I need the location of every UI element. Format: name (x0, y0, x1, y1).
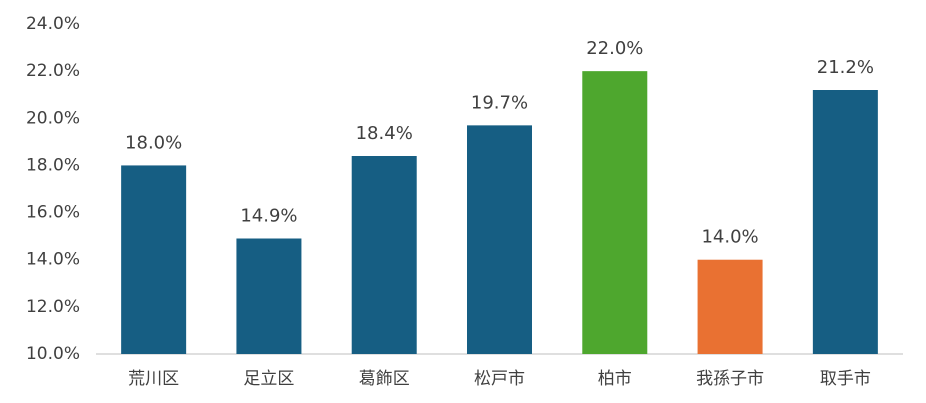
bar (467, 125, 532, 354)
x-tick-label: 柏市 (598, 369, 632, 389)
bar (697, 259, 763, 354)
bar (582, 71, 648, 355)
x-tick-label: 葛飾区 (359, 369, 410, 389)
bar (121, 165, 187, 354)
value-label: 19.7% (471, 92, 528, 113)
bar (351, 156, 417, 354)
y-tick-label: 16.0% (26, 203, 80, 223)
x-tick-label: 荒川区 (128, 369, 179, 389)
value-label: 21.2% (817, 57, 874, 78)
value-label: 18.4% (356, 123, 413, 144)
value-label: 14.9% (240, 206, 297, 227)
y-tick-label: 20.0% (26, 108, 80, 128)
y-tick-label: 14.0% (26, 250, 80, 270)
value-label: 22.0% (586, 38, 643, 59)
x-tick-label: 取手市 (820, 369, 871, 389)
y-tick-label: 24.0% (26, 14, 80, 34)
x-tick-label: 松戸市 (474, 369, 525, 389)
bar (236, 238, 302, 354)
value-label: 14.0% (701, 227, 758, 248)
x-tick-label: 我孫子市 (696, 369, 764, 389)
x-tick-label: 足立区 (243, 369, 294, 389)
y-tick-label: 10.0% (26, 344, 80, 364)
y-tick-label: 12.0% (26, 297, 80, 317)
bar (812, 90, 878, 354)
y-tick-label: 18.0% (26, 155, 80, 175)
y-tick-label: 22.0% (26, 61, 80, 81)
value-label: 18.0% (125, 132, 182, 153)
